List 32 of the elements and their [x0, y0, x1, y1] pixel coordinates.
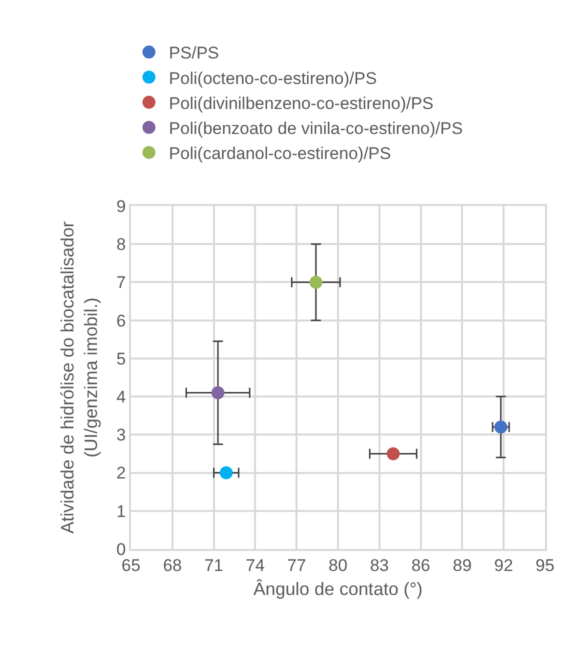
y-tick-label: 9: [116, 196, 126, 216]
y-axis-title: Atividade de hidrólise do biocatalisador (UI/genzima imobil.): [58, 221, 102, 534]
x-tick-label: 95: [536, 556, 554, 576]
y-tick-label: 5: [116, 349, 126, 368]
y-tick-label: 3: [116, 426, 126, 445]
point: [211, 386, 224, 400]
x-tick-label: 80: [328, 556, 348, 576]
y-tick-label: 1: [116, 502, 126, 521]
x-tick-label: 83: [370, 556, 389, 576]
x-tick-label: 86: [411, 556, 430, 576]
y-tick-label: 7: [116, 273, 126, 292]
y-tick-label: 8: [116, 235, 126, 254]
x-tick-label: 89: [452, 556, 472, 576]
x-tick-label: 77: [287, 556, 306, 576]
y-tick-label: 2: [116, 464, 126, 483]
point: [220, 466, 233, 480]
legend-label: Poli(divinilbenzeno-co-estireno)/PS: [168, 94, 434, 113]
legend-label: Poli(cardanol-co-estireno)/PS: [168, 144, 391, 164]
x-tick-label: 68: [162, 556, 182, 576]
x-axis-title: Ângulo de contato (°): [253, 578, 423, 599]
y-tick-label: 0: [116, 540, 126, 559]
x-tick-label: 65: [122, 556, 140, 576]
x-tick-label: 74: [246, 556, 265, 576]
point: [386, 447, 400, 460]
point: [309, 276, 322, 289]
y-tick-label: 4: [116, 388, 126, 407]
y-tick-label: 6: [116, 311, 126, 330]
legend-label: Poli(octeno-co-estireno)/PS: [168, 68, 377, 88]
x-tick-label: 71: [204, 556, 224, 576]
legend-label: Poli(benzoato de vinila-co-estireno)/PS: [168, 118, 463, 138]
legend-label: PS/PS: [168, 44, 220, 63]
x-tick-label: 92: [494, 556, 514, 576]
